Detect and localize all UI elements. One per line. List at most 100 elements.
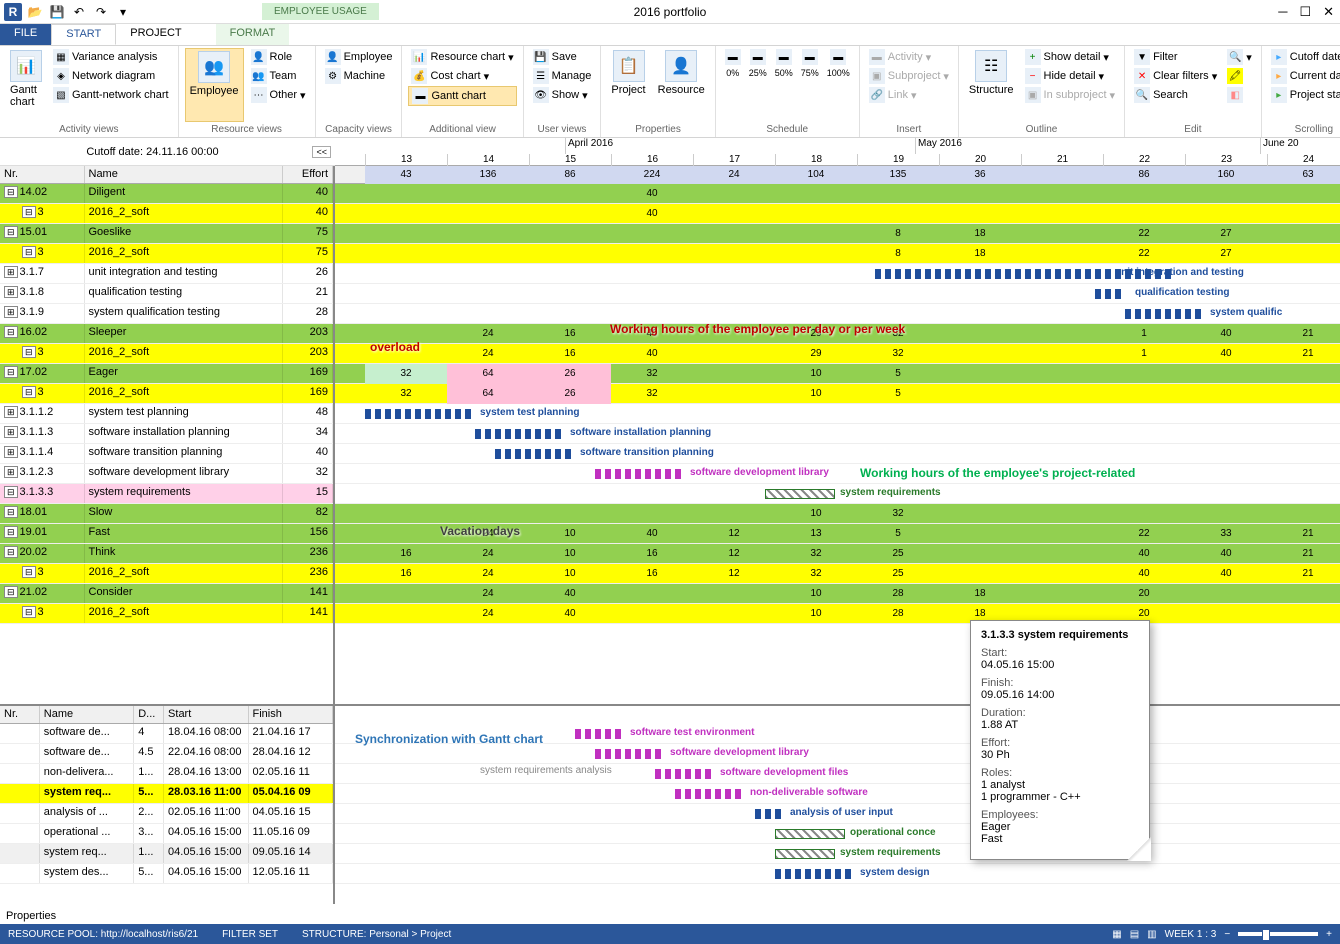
lcol-d[interactable]: D...	[134, 706, 164, 723]
lower-grid-row[interactable]: system req...1...04.05.16 15:0009.05.16 …	[0, 844, 333, 864]
timeline-row[interactable]: 244010281820	[335, 604, 1340, 624]
lower-tl-row[interactable]: software development files	[335, 764, 1340, 784]
view-icon-3[interactable]: ▥	[1147, 929, 1156, 940]
grid-row[interactable]: ⊞3.1.1.3software installation planning34	[0, 424, 333, 444]
properties-label[interactable]: Properties	[4, 908, 58, 924]
other-button[interactable]: ⋯Other ▾	[248, 86, 309, 104]
hide-detail-button[interactable]: −Hide detail ▾	[1022, 67, 1119, 85]
timeline-row[interactable]: software development library	[335, 464, 1340, 484]
lower-grid-row[interactable]: software de...4.522.04.16 08:0028.04.16 …	[0, 744, 333, 764]
network-button[interactable]: ◈Network diagram	[50, 67, 172, 85]
tab-file[interactable]: FILE	[0, 24, 51, 45]
grid-row[interactable]: ⊟16.02Sleeper203	[0, 324, 333, 344]
timeline-row[interactable]: system qualific	[335, 304, 1340, 324]
col-effort[interactable]: Effort	[283, 166, 333, 183]
variance-button[interactable]: ▦Variance analysis	[50, 48, 172, 66]
expander-icon[interactable]: ⊟	[22, 346, 36, 358]
expander-icon[interactable]: ⊟	[4, 526, 18, 538]
expander-icon[interactable]: ⊞	[4, 286, 18, 298]
task-bar[interactable]	[1125, 309, 1205, 319]
grid-row[interactable]: ⊟32016_2_soft141	[0, 604, 333, 624]
task-bar[interactable]	[495, 449, 575, 459]
subproject-button[interactable]: ▣Subproject ▾	[866, 67, 952, 85]
pct-25-button[interactable]: ▬25%	[746, 48, 770, 122]
grid-row[interactable]: ⊟32016_2_soft169	[0, 384, 333, 404]
task-bar[interactable]	[365, 409, 475, 419]
timeline-row[interactable]: 244010281820	[335, 584, 1340, 604]
lower-tl-row[interactable]: non-deliverable software	[335, 784, 1340, 804]
timeline-row[interactable]: 241640293214021	[335, 344, 1340, 364]
grid-row[interactable]: ⊞3.1.8qualification testing21	[0, 284, 333, 304]
activity-button[interactable]: ▬Activity ▾	[866, 48, 952, 66]
team-button[interactable]: 👥Team	[248, 67, 309, 85]
lower-grid-row[interactable]: non-delivera...1...28.04.16 13:0002.05.1…	[0, 764, 333, 784]
grid-row[interactable]: ⊟15.01Goeslike75	[0, 224, 333, 244]
timeline-row[interactable]: 40	[335, 204, 1340, 224]
search-button[interactable]: 🔍Search	[1131, 86, 1220, 104]
timeline[interactable]: 431368622424104135368616063 404081822278…	[335, 166, 1340, 704]
project-props-button[interactable]: 📋Project	[607, 48, 649, 122]
lcol-nr[interactable]: Nr.	[0, 706, 40, 723]
grid-row[interactable]: ⊞3.1.9system qualification testing28	[0, 304, 333, 324]
task-bar[interactable]	[475, 429, 565, 439]
timeline-row[interactable]: 241640293214021	[335, 324, 1340, 344]
pct-0-button[interactable]: ▬0%	[722, 48, 744, 122]
pct-100-button[interactable]: ▬100%	[824, 48, 853, 122]
expander-icon[interactable]: ⊞	[4, 306, 18, 318]
structure-button[interactable]: ☷Structure	[965, 48, 1018, 122]
timeline-row[interactable]: 32642632105	[335, 384, 1340, 404]
show-button[interactable]: 👁Show ▾	[530, 86, 595, 104]
expander-icon[interactable]: ⊞	[4, 266, 18, 278]
expander-icon[interactable]: ⊟	[22, 386, 36, 398]
grid-row[interactable]: ⊟32016_2_soft75	[0, 244, 333, 264]
task-bar[interactable]	[755, 809, 785, 819]
expander-icon[interactable]: ⊟	[4, 326, 18, 338]
task-bar[interactable]	[765, 489, 835, 499]
lower-grid-row[interactable]: analysis of ...2...02.05.16 11:0004.05.1…	[0, 804, 333, 824]
lower-tl-row[interactable]: system requirements	[335, 844, 1340, 864]
grid-row[interactable]: ⊟32016_2_soft203	[0, 344, 333, 364]
resource-props-button[interactable]: 👤Resource	[654, 48, 709, 122]
lower-grid-row[interactable]: software de...418.04.16 08:0021.04.16 17	[0, 724, 333, 744]
show-detail-button[interactable]: +Show detail ▾	[1022, 48, 1119, 66]
gantt-view-button[interactable]: ▬Gantt chart	[408, 86, 516, 106]
lower-grid-row[interactable]: system des...5...04.05.16 15:0012.05.16 …	[0, 864, 333, 884]
expander-icon[interactable]: ⊞	[4, 406, 18, 418]
save-icon[interactable]: 💾	[48, 3, 66, 21]
collapse-left-button[interactable]: <<	[312, 146, 331, 158]
cap-machine-button[interactable]: ⚙Machine	[322, 67, 396, 85]
lower-tl-row[interactable]: analysis of user input	[335, 804, 1340, 824]
open-icon[interactable]: 📂	[26, 3, 44, 21]
expander-icon[interactable]: ⊟	[22, 246, 36, 258]
employee-button[interactable]: 👥Employee	[185, 48, 244, 122]
highlight-button[interactable]: 🖍	[1224, 67, 1255, 85]
expander-icon[interactable]: ⊞	[4, 446, 18, 458]
task-bar[interactable]	[575, 729, 625, 739]
grid-row[interactable]: ⊞3.1.1.2system test planning48	[0, 404, 333, 424]
gantt-chart-button[interactable]: 📊Gantt chart	[6, 48, 46, 122]
lower-timeline[interactable]: software test environmentsoftware develo…	[335, 706, 1340, 904]
view-icon-1[interactable]: ▦	[1112, 929, 1121, 940]
expander-icon[interactable]: ⊟	[4, 506, 18, 518]
expander-icon[interactable]: ⊟	[22, 566, 36, 578]
maximize-icon[interactable]: ☐	[1299, 4, 1311, 20]
task-bar[interactable]	[675, 789, 745, 799]
pct-50-button[interactable]: ▬50%	[772, 48, 796, 122]
timeline-row[interactable]: 1032	[335, 504, 1340, 524]
grid-row[interactable]: ⊟3.1.3.3system requirements15	[0, 484, 333, 504]
redo-icon[interactable]: ↷	[92, 3, 110, 21]
timeline-row[interactable]: qualification testing	[335, 284, 1340, 304]
zoom-slider[interactable]	[1238, 932, 1318, 936]
expander-icon[interactable]: ⊟	[4, 546, 18, 558]
timeline-row[interactable]: 40	[335, 184, 1340, 204]
minimize-icon[interactable]: ─	[1278, 4, 1287, 20]
grid-row[interactable]: ⊟32016_2_soft40	[0, 204, 333, 224]
task-bar[interactable]	[1095, 289, 1125, 299]
qat-dropdown-icon[interactable]: ▾	[114, 3, 132, 21]
close-icon[interactable]: ✕	[1323, 4, 1334, 20]
clear-filters-button[interactable]: ✕Clear filters ▾	[1131, 67, 1220, 85]
zoom-out-button[interactable]: −	[1224, 929, 1230, 940]
lcol-start[interactable]: Start	[164, 706, 248, 723]
view-icon-2[interactable]: ▤	[1130, 929, 1139, 940]
expander-icon[interactable]: ⊞	[4, 426, 18, 438]
